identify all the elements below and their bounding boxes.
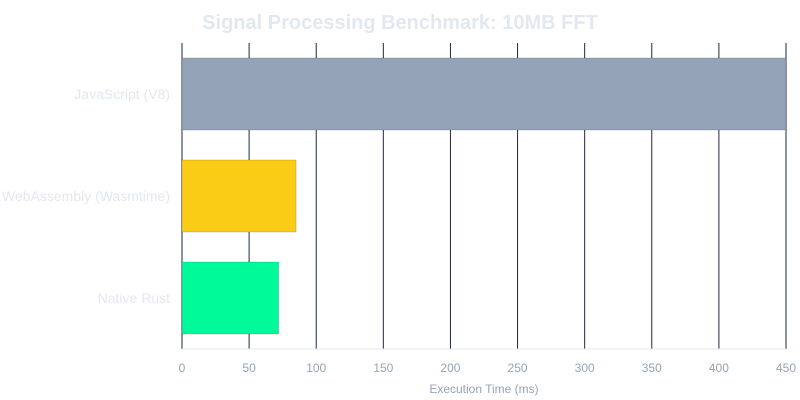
bar [181,159,297,233]
y-tick-label: WebAssembly (Wasmtime) [2,188,170,204]
x-tick-label: 150 [373,361,393,375]
x-tick-label: 100 [306,361,326,375]
x-tick-label: 250 [508,361,528,375]
bar [181,261,280,335]
y-tick-label: JavaScript (V8) [74,86,170,102]
x-tick-label: 0 [179,361,186,375]
x-tick-label: 300 [575,361,595,375]
x-tick-label: 400 [709,361,729,375]
x-axis-label: Execution Time (ms) [429,382,538,396]
x-tick-label: 450 [776,361,796,375]
x-tick-label: 50 [242,361,256,375]
x-tick-label: 200 [440,361,460,375]
y-tick-label: Native Rust [98,290,170,306]
bar [181,57,787,131]
chart-title: Signal Processing Benchmark: 10MB FFT [202,12,598,34]
x-tick-label: 350 [642,361,662,375]
